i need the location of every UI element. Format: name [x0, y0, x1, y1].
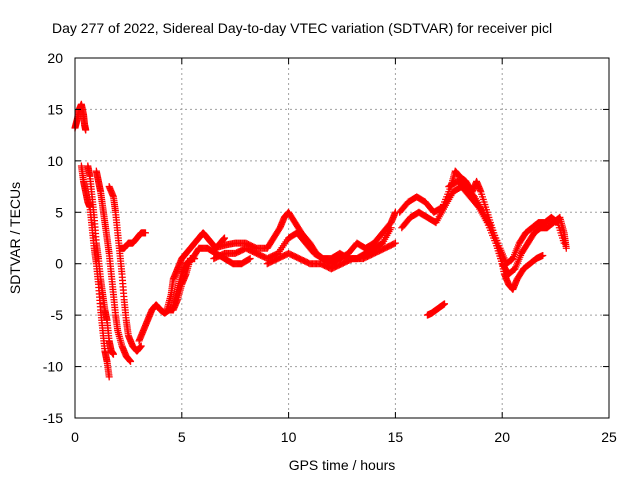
x-axis-title: GPS time / hours: [289, 457, 396, 473]
x-tick-label: 15: [388, 429, 404, 445]
series-start-high: [71, 100, 90, 134]
data-point: [246, 255, 254, 263]
plot-frame: [74, 57, 610, 419]
x-tick-label: 0: [71, 429, 79, 445]
data-point: [127, 357, 135, 365]
x-tick-label: 20: [494, 429, 510, 445]
data-point: [441, 300, 449, 308]
data-points: [71, 100, 570, 381]
chart-title: Day 277 of 2022, Sidereal Day-to-day VTE…: [52, 20, 552, 36]
x-tick-label: 25: [601, 429, 617, 445]
series-early-band-d: [105, 183, 145, 355]
series-early-band-b: [84, 162, 117, 358]
y-tick-label: 15: [47, 101, 63, 117]
data-point: [539, 251, 547, 259]
series-early-band-c: [92, 167, 135, 365]
data-point: [391, 239, 399, 247]
series-mid-rise: [116, 229, 149, 252]
x-tick-label: 5: [178, 429, 186, 445]
data-point: [141, 229, 149, 237]
series-midday-c: [263, 239, 399, 273]
y-tick-label: -5: [51, 307, 64, 323]
axis-ticks: 0 5 10 15 20 25 -15 -10 -5 0 5 10 15 20: [43, 50, 617, 445]
series-evening-a: [396, 167, 547, 293]
series-evening-c: [445, 177, 568, 268]
y-tick-label: 20: [47, 50, 63, 66]
data-point: [387, 224, 395, 232]
data-point: [560, 239, 568, 247]
x-tick-label: 10: [281, 429, 297, 445]
data-point: [137, 342, 145, 350]
data-point: [221, 234, 229, 242]
y-tick-label: 10: [47, 153, 63, 169]
y-tick-label: -15: [43, 410, 63, 426]
y-tick-label: 5: [55, 204, 63, 220]
series-isolated: [423, 300, 449, 319]
data-point: [105, 373, 113, 381]
data-point: [109, 350, 117, 358]
data-point: [562, 244, 570, 252]
data-point: [82, 126, 90, 134]
y-tick-label: -10: [43, 359, 63, 375]
y-tick-label: 0: [55, 256, 63, 272]
y-axis-title: SDTVAR / TECUs: [7, 182, 23, 294]
